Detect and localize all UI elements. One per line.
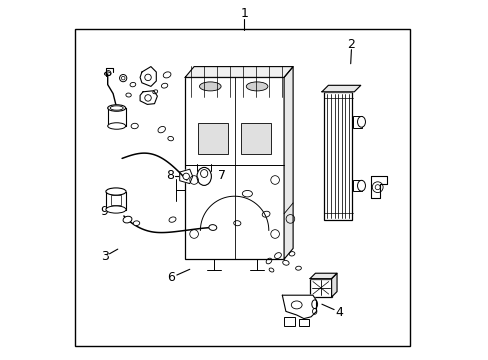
Bar	[309, 279, 331, 297]
Bar	[298, 319, 309, 326]
Ellipse shape	[133, 221, 140, 226]
Ellipse shape	[357, 180, 365, 191]
Polygon shape	[321, 85, 360, 92]
Polygon shape	[107, 108, 125, 126]
Polygon shape	[370, 176, 386, 198]
Polygon shape	[282, 295, 316, 319]
Bar	[241, 123, 271, 154]
Polygon shape	[331, 273, 336, 297]
Bar	[352, 116, 361, 127]
Ellipse shape	[200, 170, 207, 177]
Ellipse shape	[197, 167, 211, 185]
Bar	[197, 123, 228, 154]
Ellipse shape	[106, 188, 126, 195]
Text: 1: 1	[240, 7, 248, 20]
Bar	[110, 195, 121, 205]
Text: 5: 5	[311, 286, 319, 299]
Ellipse shape	[106, 206, 126, 213]
Text: 6: 6	[167, 271, 175, 284]
Ellipse shape	[246, 82, 267, 91]
Bar	[352, 180, 361, 192]
Bar	[284, 317, 294, 326]
Ellipse shape	[357, 116, 365, 127]
Polygon shape	[179, 169, 192, 184]
Text: 4: 4	[334, 306, 342, 319]
Bar	[75, 29, 409, 346]
Bar	[323, 92, 352, 220]
Polygon shape	[284, 67, 292, 259]
Circle shape	[183, 173, 189, 180]
Polygon shape	[140, 91, 157, 104]
Text: 9: 9	[100, 205, 108, 218]
Text: 3: 3	[101, 250, 108, 263]
Ellipse shape	[199, 82, 221, 91]
Polygon shape	[309, 273, 336, 279]
Text: 7: 7	[218, 169, 226, 182]
Text: 2: 2	[347, 39, 355, 51]
Bar	[185, 77, 284, 259]
Text: 8: 8	[165, 169, 174, 182]
Ellipse shape	[107, 105, 125, 111]
Polygon shape	[106, 192, 126, 210]
Polygon shape	[185, 67, 292, 77]
Ellipse shape	[110, 106, 123, 110]
Ellipse shape	[107, 123, 125, 129]
Ellipse shape	[123, 216, 132, 223]
Ellipse shape	[208, 225, 216, 230]
Polygon shape	[140, 67, 156, 86]
